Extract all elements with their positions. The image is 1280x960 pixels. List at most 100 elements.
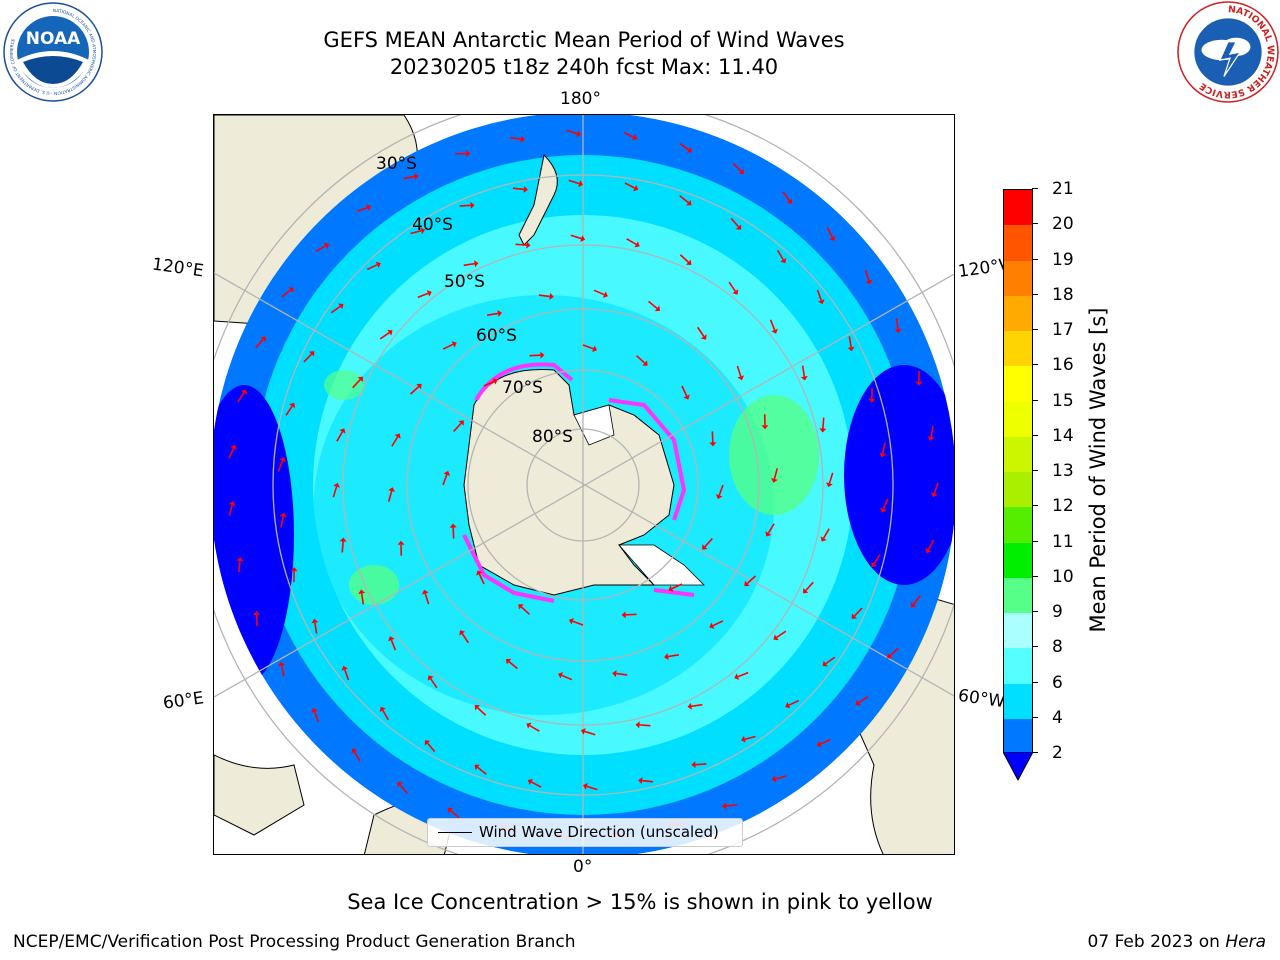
wind-arrow bbox=[332, 486, 338, 498]
wind-arrow-head bbox=[388, 487, 395, 492]
wind-arrow-head bbox=[738, 168, 744, 175]
wind-arrow bbox=[344, 669, 350, 681]
wind-arrow bbox=[736, 365, 742, 377]
wind-arrow bbox=[882, 498, 889, 510]
wind-arrow-head bbox=[323, 242, 330, 249]
wind-arrow-head bbox=[668, 585, 674, 592]
wind-arrow-head bbox=[880, 507, 887, 513]
colorbar-tick-label: 2 bbox=[1032, 744, 1063, 762]
sea-ice-note: Sea Ice Concentration > 15% is shown in … bbox=[347, 890, 933, 914]
colorbar-segment bbox=[1004, 718, 1032, 754]
wind-arrow bbox=[285, 405, 293, 416]
wind-arrow bbox=[399, 784, 408, 794]
colorbar-tick-label: 16 bbox=[1032, 356, 1074, 374]
wind-arrow bbox=[315, 245, 327, 252]
wind-arrow-head bbox=[691, 761, 696, 769]
wind-arrow bbox=[520, 606, 530, 615]
wind-arrow-head bbox=[339, 537, 347, 542]
wind-arrow-head bbox=[426, 290, 432, 297]
wind-arrow bbox=[881, 442, 886, 454]
wind-arrow bbox=[782, 191, 791, 202]
wind-arrow-head bbox=[338, 303, 344, 310]
wind-arrow-head bbox=[458, 420, 464, 426]
wind-arrow bbox=[353, 751, 361, 762]
wind-arrow bbox=[417, 292, 429, 299]
antarctic-map: 30°S 40°S 50°S 60°S 70°S 80°S bbox=[213, 114, 955, 855]
wind-arrow-head bbox=[253, 610, 261, 616]
graticule bbox=[214, 115, 954, 854]
wind-arrow bbox=[237, 560, 241, 572]
wind-arrow-head bbox=[476, 570, 483, 576]
wind-arrow bbox=[228, 504, 233, 516]
footer-credit: NCEP/EMC/Verification Post Processing Pr… bbox=[13, 932, 576, 952]
wind-arrow-head bbox=[732, 289, 739, 295]
wind-arrow-head bbox=[847, 346, 855, 352]
colorbar-tick-label: 18 bbox=[1032, 286, 1074, 304]
wind-arrow bbox=[593, 289, 605, 296]
wind-arrow-head bbox=[621, 611, 626, 619]
colorbar-segment bbox=[1004, 225, 1032, 261]
wind-arrow bbox=[679, 142, 690, 151]
wind-arrow-head bbox=[803, 588, 809, 594]
wind-arrow-head bbox=[930, 492, 938, 498]
wind-arrow bbox=[280, 665, 285, 677]
wind-arrow-head bbox=[709, 622, 715, 629]
antarctica-landmass bbox=[463, 368, 675, 596]
wind-arrow bbox=[442, 343, 454, 350]
wind-arrow-head bbox=[829, 235, 836, 242]
wind-arrow bbox=[732, 162, 742, 172]
wind-arrow-head bbox=[357, 376, 363, 382]
wind-arrow bbox=[391, 436, 399, 447]
wind-arrow-head bbox=[388, 636, 395, 642]
wind-arrow-head bbox=[288, 287, 294, 293]
wind-arrow-head bbox=[549, 292, 554, 300]
wind-arrow-head bbox=[497, 309, 502, 317]
wind-arrow bbox=[584, 730, 596, 736]
wind-arrow-head bbox=[580, 235, 586, 242]
wind-arrow-head bbox=[633, 184, 639, 192]
wind-arrow bbox=[366, 264, 378, 271]
wind-arrow-head bbox=[279, 457, 286, 463]
wind-arrow bbox=[382, 709, 389, 721]
wind-arrow-head bbox=[785, 702, 791, 709]
wind-arrow-head bbox=[582, 783, 588, 790]
wind-arrow bbox=[767, 523, 775, 534]
wind-arrow bbox=[330, 305, 341, 314]
wind-arrow-head bbox=[820, 536, 827, 542]
wind-arrow-head bbox=[474, 764, 480, 771]
wind-arrow bbox=[671, 583, 683, 590]
wind-arrow-head bbox=[339, 428, 346, 434]
colorbar-tick-label: 10 bbox=[1032, 568, 1074, 586]
wind-arrow bbox=[636, 355, 646, 364]
wind-arrow-head bbox=[578, 180, 584, 187]
wind-arrow-head bbox=[612, 670, 617, 678]
wind-arrow-head bbox=[638, 777, 643, 785]
lon-label-60w: 60°W bbox=[956, 685, 1007, 713]
wind-arrow bbox=[769, 319, 776, 331]
wind-arrow bbox=[691, 703, 703, 708]
wind-arrow bbox=[237, 392, 245, 403]
wind-arrow bbox=[801, 365, 806, 377]
wind-arrow-head bbox=[786, 198, 793, 204]
wind-arrow bbox=[746, 575, 756, 584]
wind-arrow-head bbox=[420, 227, 426, 235]
wind-arrow-head bbox=[771, 775, 777, 783]
wind-arrow bbox=[561, 674, 573, 681]
colorbar-tick-label: 11 bbox=[1032, 533, 1074, 551]
wind-arrow bbox=[582, 344, 594, 350]
wind-arrow-head bbox=[765, 531, 772, 537]
wind-arrow-head bbox=[887, 653, 893, 659]
wind-arrow bbox=[704, 538, 713, 548]
wind-arrow bbox=[483, 380, 495, 387]
sea-ice-edge bbox=[462, 362, 695, 603]
colorbar-segment bbox=[1004, 577, 1032, 613]
wind-arrow bbox=[744, 735, 756, 741]
wind-arrow-head bbox=[817, 299, 825, 305]
wind-arrow bbox=[529, 724, 540, 732]
wind-arrow bbox=[313, 711, 320, 723]
wind-arrow-head bbox=[427, 675, 434, 681]
wind-arrow bbox=[515, 243, 527, 246]
wind-arrow bbox=[728, 281, 736, 292]
wind-arrow bbox=[681, 385, 688, 397]
wind-arrow bbox=[623, 131, 635, 139]
